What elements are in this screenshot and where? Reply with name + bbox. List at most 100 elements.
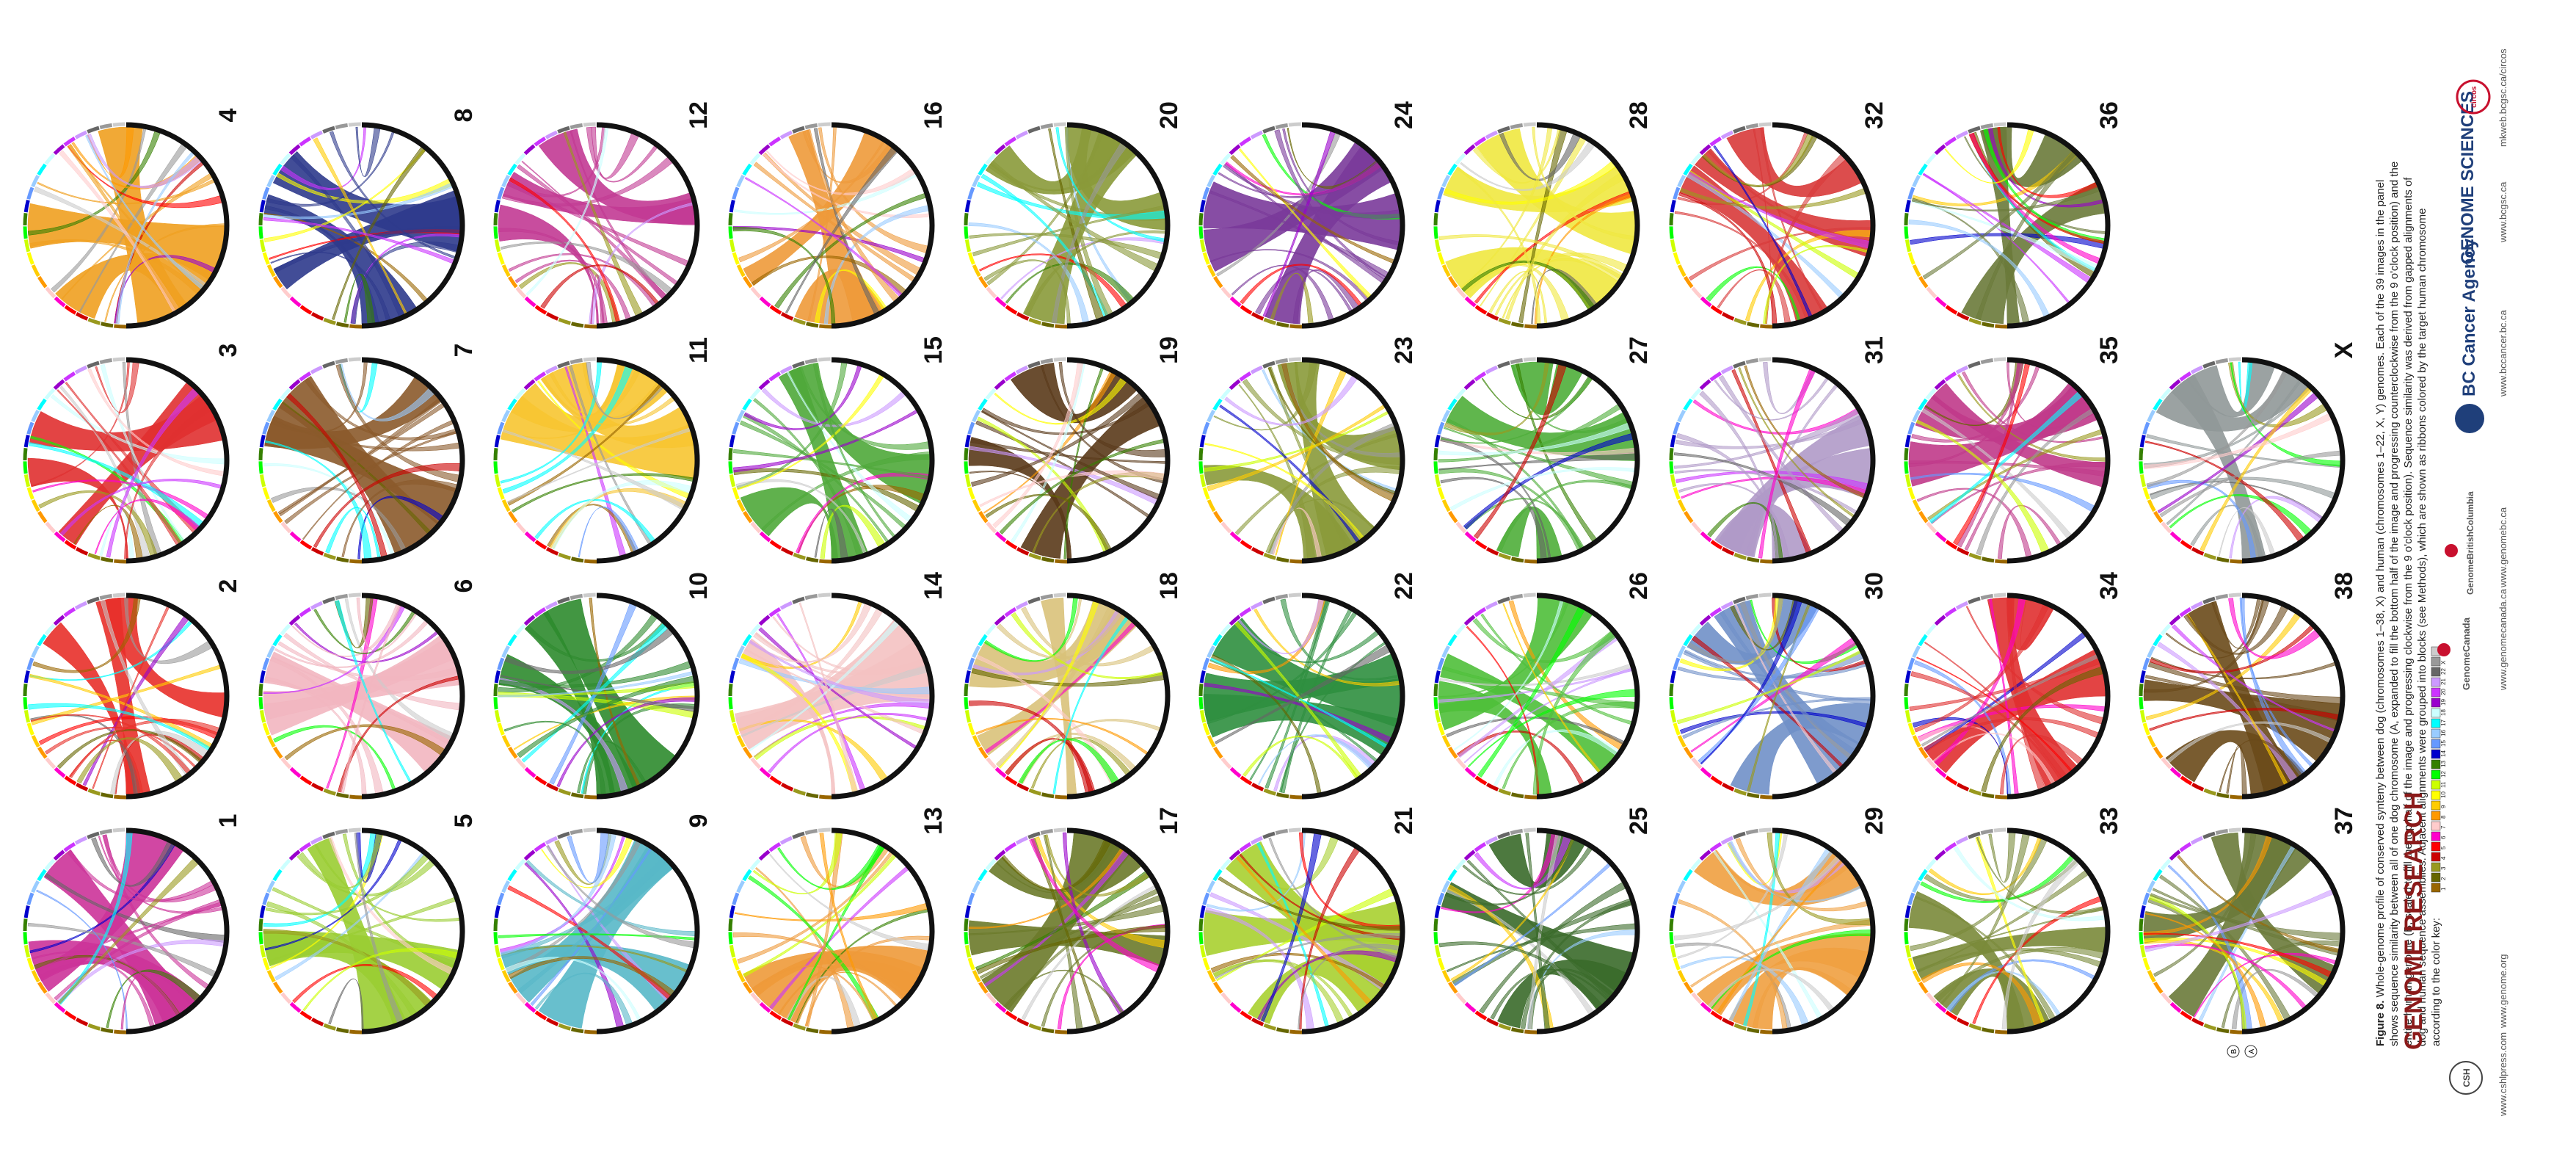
ideogram [1746, 557, 1760, 563]
panel-label: 27 [1625, 336, 1653, 364]
ribbon [1767, 832, 1871, 926]
ribbon [772, 616, 925, 675]
ideogram [728, 448, 733, 461]
dog-chromosome [1536, 827, 1640, 1035]
ideogram [1263, 552, 1276, 560]
ideogram [779, 601, 793, 610]
ideogram [1276, 1027, 1289, 1034]
ideogram [501, 174, 510, 188]
ribbon [777, 844, 885, 891]
ribbon [503, 720, 606, 795]
ideogram [1925, 388, 1937, 400]
ribbon [82, 616, 189, 786]
ideogram [1670, 434, 1676, 448]
ribbon [354, 832, 404, 1023]
key-label: 3 [2440, 866, 2447, 870]
ideogram [54, 1001, 66, 1013]
ideogram [1524, 324, 1538, 329]
ribbon [502, 366, 633, 494]
ideogram [64, 305, 77, 315]
ribbon [546, 845, 695, 949]
ideogram [534, 137, 547, 147]
ribbon [1438, 452, 1636, 471]
ribbon [1449, 467, 1635, 511]
ribbon [820, 504, 885, 559]
ideogram [1437, 957, 1445, 971]
ideogram [986, 521, 997, 534]
ideogram [1202, 252, 1210, 265]
ribbon [1213, 959, 1353, 1018]
ideogram [732, 421, 740, 435]
ribbon [975, 654, 1118, 785]
ideogram [534, 842, 547, 852]
ideogram [100, 1027, 114, 1034]
ribbon [1916, 656, 2073, 772]
panel-grid: 1234567891011121314151617181920212223242… [23, 101, 2358, 1058]
ideogram [1934, 849, 1946, 861]
ribbon [506, 181, 689, 267]
circos-panel: 11 [493, 337, 713, 564]
ribbon [743, 854, 897, 977]
panel-label: 15 [920, 336, 947, 364]
ideogram [1276, 322, 1289, 328]
ideogram [507, 634, 517, 647]
ideogram [1746, 1027, 1760, 1034]
ideogram [273, 510, 283, 523]
ribbon [1502, 702, 1635, 789]
ideogram [1441, 264, 1451, 278]
key-swatch [2431, 821, 2441, 831]
key-swatch [2431, 718, 2441, 728]
ideogram [1673, 487, 1681, 500]
ideogram [1907, 657, 1915, 670]
ribbon [1758, 369, 1816, 559]
ideogram [1673, 957, 1681, 971]
ideogram [1904, 474, 1912, 488]
ideogram [310, 547, 324, 556]
ribbon [1678, 482, 1790, 559]
ideogram [1464, 531, 1477, 543]
ideogram [1904, 239, 1912, 253]
ideogram [978, 869, 988, 882]
ribbon [1207, 405, 1386, 492]
circos-panel: 30 [1669, 572, 1888, 800]
ideogram [1904, 670, 1911, 684]
ribbon [1292, 269, 1359, 325]
ideogram [964, 684, 969, 697]
ideogram [100, 557, 114, 563]
key-label: 5 [2440, 846, 2447, 849]
ideogram [819, 324, 832, 329]
ideogram [736, 499, 746, 512]
ribbon [36, 889, 128, 1030]
ribbon [1922, 151, 2076, 280]
ribbon [1446, 717, 1625, 744]
ideogram [266, 499, 276, 512]
ideogram [736, 880, 745, 894]
panel-label: 17 [1155, 807, 1183, 835]
ribbon [1716, 860, 1843, 1015]
ribbon [738, 608, 883, 734]
ideogram [743, 275, 753, 289]
ideogram [1691, 521, 1703, 534]
ideogram [1904, 905, 1911, 919]
ideogram [1907, 487, 1915, 500]
caption-label: Figure 8. [2374, 1000, 2387, 1046]
ideogram [545, 130, 558, 140]
ribbon [968, 700, 1094, 793]
ideogram [1733, 831, 1746, 839]
ideogram [23, 684, 28, 697]
panel-label: 7 [450, 344, 478, 358]
circos-panel: 35 [1904, 336, 2123, 564]
ideogram [266, 645, 275, 659]
ribbon [67, 849, 214, 902]
ideogram [759, 296, 771, 308]
ideogram [2139, 710, 2147, 723]
circos-panel: 2 [23, 579, 242, 800]
ideogram [759, 767, 771, 778]
ideogram [273, 981, 283, 994]
ribbon [2177, 855, 2340, 953]
ideogram [1041, 1027, 1055, 1034]
ideogram [584, 324, 597, 329]
ideogram [53, 615, 65, 626]
ideogram [1968, 596, 1981, 604]
ideogram [1441, 499, 1451, 512]
